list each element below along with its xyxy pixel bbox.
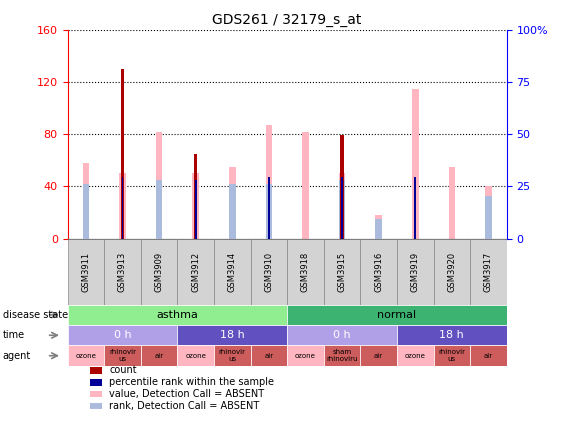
Bar bbox=[104, 345, 141, 366]
Bar bbox=[339, 180, 345, 239]
Text: GSM3920: GSM3920 bbox=[448, 251, 456, 292]
Bar bbox=[287, 345, 324, 366]
Bar bbox=[177, 325, 287, 345]
Bar bbox=[68, 239, 104, 305]
Bar bbox=[376, 215, 382, 239]
Text: ozone: ozone bbox=[295, 353, 316, 359]
Bar bbox=[266, 125, 272, 239]
Text: 0 h: 0 h bbox=[333, 330, 351, 340]
Text: GSM3916: GSM3916 bbox=[374, 251, 383, 292]
Text: rhinovir
us: rhinovir us bbox=[439, 349, 465, 362]
Bar bbox=[470, 239, 507, 305]
Bar bbox=[141, 239, 177, 305]
Bar bbox=[485, 187, 491, 239]
Bar bbox=[83, 163, 89, 239]
Text: GSM3917: GSM3917 bbox=[484, 251, 493, 292]
Bar bbox=[287, 305, 507, 325]
Text: GSM3915: GSM3915 bbox=[338, 251, 346, 292]
Bar bbox=[397, 239, 434, 305]
Text: GSM3913: GSM3913 bbox=[118, 251, 127, 292]
Text: disease state: disease state bbox=[3, 310, 68, 320]
Bar bbox=[434, 239, 470, 305]
Bar bbox=[376, 219, 382, 239]
Bar bbox=[485, 196, 491, 239]
Text: value, Detection Call = ABSENT: value, Detection Call = ABSENT bbox=[109, 389, 265, 399]
Text: 18 h: 18 h bbox=[440, 330, 464, 340]
Text: air: air bbox=[374, 353, 383, 359]
Text: ozone: ozone bbox=[185, 353, 206, 359]
Bar bbox=[266, 184, 272, 239]
Text: GSM3914: GSM3914 bbox=[228, 251, 236, 292]
Bar bbox=[434, 345, 470, 366]
Bar bbox=[68, 325, 177, 345]
Text: GSM3919: GSM3919 bbox=[411, 251, 419, 292]
Bar bbox=[229, 167, 235, 239]
Bar bbox=[214, 345, 251, 366]
Bar bbox=[397, 345, 434, 366]
Bar bbox=[414, 177, 416, 239]
Text: GSM3912: GSM3912 bbox=[191, 251, 200, 292]
Bar bbox=[122, 177, 123, 239]
Bar bbox=[412, 89, 418, 239]
Bar bbox=[397, 325, 507, 345]
Text: air: air bbox=[154, 353, 164, 359]
Text: rank, Detection Call = ABSENT: rank, Detection Call = ABSENT bbox=[109, 401, 260, 411]
Text: GSM3918: GSM3918 bbox=[301, 251, 310, 292]
Text: ozone: ozone bbox=[405, 353, 426, 359]
Bar bbox=[68, 305, 287, 325]
Bar bbox=[177, 239, 214, 305]
Text: rhinovir
us: rhinovir us bbox=[219, 349, 245, 362]
Bar bbox=[268, 177, 270, 239]
Text: asthma: asthma bbox=[157, 310, 198, 320]
Bar bbox=[340, 135, 344, 239]
Bar bbox=[195, 180, 196, 239]
Text: 18 h: 18 h bbox=[220, 330, 244, 340]
Text: normal: normal bbox=[377, 310, 417, 320]
Text: rhinovir
us: rhinovir us bbox=[109, 349, 136, 362]
Bar bbox=[156, 132, 162, 239]
Text: time: time bbox=[3, 330, 25, 340]
Text: percentile rank within the sample: percentile rank within the sample bbox=[109, 377, 274, 387]
Bar bbox=[324, 239, 360, 305]
Bar bbox=[141, 345, 177, 366]
Bar bbox=[83, 184, 89, 239]
Bar bbox=[194, 154, 198, 239]
Bar bbox=[120, 69, 124, 239]
Bar bbox=[193, 173, 199, 239]
Bar bbox=[177, 345, 214, 366]
Text: GSM3910: GSM3910 bbox=[265, 251, 273, 292]
Title: GDS261 / 32179_s_at: GDS261 / 32179_s_at bbox=[212, 13, 362, 27]
Text: count: count bbox=[109, 365, 137, 375]
Text: 0 h: 0 h bbox=[114, 330, 131, 340]
Bar bbox=[324, 345, 360, 366]
Bar bbox=[156, 180, 162, 239]
Bar bbox=[214, 239, 251, 305]
Text: sham
rhinoviru: sham rhinoviru bbox=[327, 349, 358, 362]
Bar bbox=[449, 167, 455, 239]
Text: air: air bbox=[484, 353, 493, 359]
Bar bbox=[339, 173, 345, 239]
Text: agent: agent bbox=[3, 351, 31, 361]
Text: air: air bbox=[264, 353, 274, 359]
Bar bbox=[287, 239, 324, 305]
Bar bbox=[341, 177, 343, 239]
Bar bbox=[360, 345, 397, 366]
Bar bbox=[470, 345, 507, 366]
Bar bbox=[302, 132, 309, 239]
Bar bbox=[229, 184, 235, 239]
Bar bbox=[104, 239, 141, 305]
Bar bbox=[119, 173, 126, 239]
Bar bbox=[360, 239, 397, 305]
Bar bbox=[251, 345, 287, 366]
Text: GSM3911: GSM3911 bbox=[82, 251, 90, 292]
Bar bbox=[287, 325, 397, 345]
Text: GSM3909: GSM3909 bbox=[155, 251, 163, 292]
Bar bbox=[68, 345, 104, 366]
Bar bbox=[251, 239, 287, 305]
Text: ozone: ozone bbox=[75, 353, 96, 359]
